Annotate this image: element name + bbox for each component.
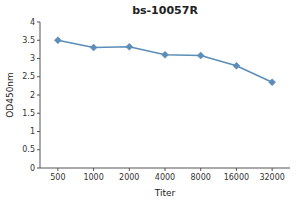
y-tick-label: 0.5: [22, 145, 35, 154]
data-point: [197, 52, 204, 59]
x-axis-label: Titer: [154, 188, 176, 198]
data-point: [233, 62, 240, 69]
x-tick: [236, 168, 237, 171]
x-tick: [272, 168, 273, 171]
data-point: [269, 79, 276, 86]
y-tick-label: 3: [30, 54, 35, 63]
x-tick-label: 4000: [155, 173, 175, 182]
y-tick: [37, 22, 40, 23]
y-tick-label: 4: [30, 18, 35, 27]
x-tick: [57, 168, 58, 171]
x-tick-label: 8000: [191, 173, 211, 182]
x-tick-label: 1000: [83, 173, 103, 182]
x-tick-label: 32000: [259, 173, 284, 182]
y-tick: [37, 40, 40, 41]
y-tick-label: 0: [30, 164, 35, 173]
x-tick-label: 2000: [119, 173, 139, 182]
data-point: [126, 43, 133, 50]
x-tick-label: 500: [50, 173, 65, 182]
y-axis-label: OD450nm: [5, 72, 15, 118]
y-tick: [37, 149, 40, 150]
y-tick: [37, 113, 40, 114]
y-tick-label: 3.5: [22, 36, 35, 45]
y-tick: [37, 58, 40, 59]
x-tick: [129, 168, 130, 171]
y-tick-label: 2.5: [22, 72, 35, 81]
x-tick: [165, 168, 166, 171]
y-tick: [37, 76, 40, 77]
y-tick: [37, 95, 40, 96]
data-point: [162, 51, 169, 58]
chart: 0 0.5 1 1.5 2 2.5 3 3.5 4 500 1000 2000 4000 8000 1600…: [0, 0, 300, 200]
data-point: [54, 37, 61, 44]
y-tick-label: 1.5: [22, 109, 35, 118]
y-tick-label: 2: [30, 91, 35, 100]
x-tick: [200, 168, 201, 171]
x-tick-label: 16000: [224, 173, 249, 182]
y-tick: [37, 131, 40, 132]
data-line: [58, 40, 272, 82]
chart-container: 0 0.5 1 1.5 2 2.5 3 3.5 4 500 1000 2000 4000 8000 1600…: [0, 0, 300, 200]
chart-title: bs-10057R: [132, 4, 198, 17]
data-point: [90, 44, 97, 51]
y-tick: [37, 168, 40, 169]
y-tick-label: 1: [30, 127, 35, 136]
plot-area: [54, 37, 275, 86]
x-tick: [93, 168, 94, 171]
